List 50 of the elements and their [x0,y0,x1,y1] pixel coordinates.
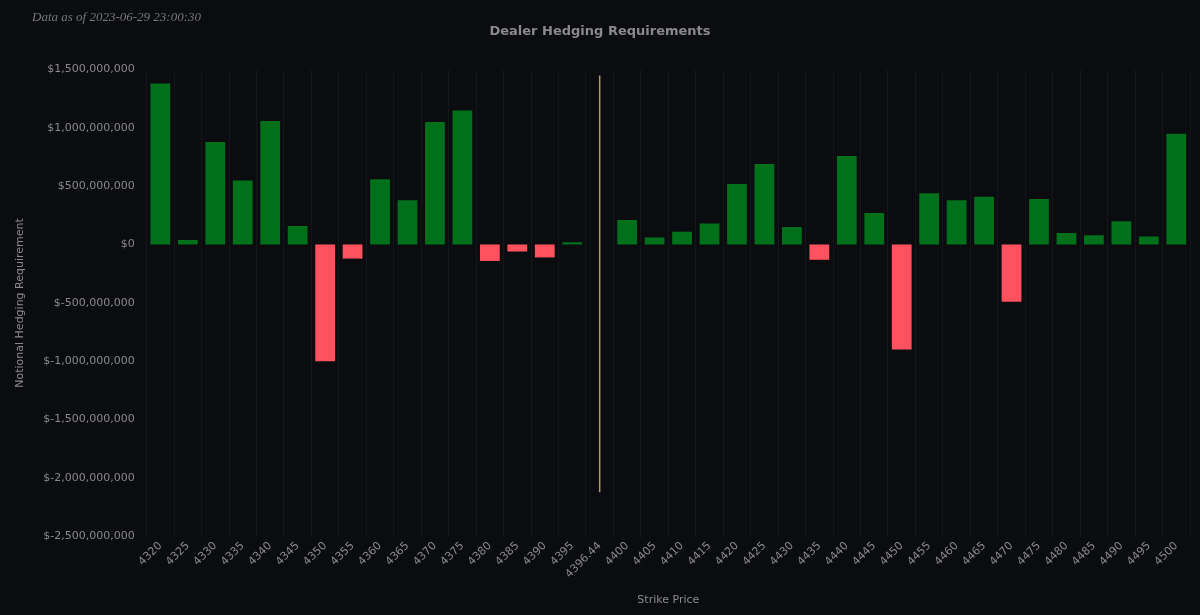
bar [974,196,994,245]
bar [1001,244,1022,302]
y-tick-label: $1,500,000,000 [47,62,135,76]
bar [1029,199,1049,245]
bar [836,155,857,245]
y-tick-label: $-2,500,000,000 [43,529,135,543]
y-tick-label: $0 [120,237,135,251]
y-axis-title: Notional Hedging Requirement [13,217,27,388]
bar [177,239,198,245]
y-tick-label: $1,000,000,000 [47,120,135,134]
bar [644,237,665,245]
bar [205,141,226,245]
bar [754,164,775,245]
bar [1056,232,1077,245]
bar [150,83,171,245]
y-tick-label: $500,000,000 [57,179,135,193]
bar [727,183,747,245]
bar [287,225,308,245]
bar [479,244,500,261]
bar [672,231,692,245]
bar [1166,133,1187,245]
y-tick-label: $-1,000,000,000 [43,354,135,368]
bar [919,193,940,245]
y-tick-label: $-2,000,000,000 [43,470,135,484]
bar [534,244,555,258]
bar [260,120,281,245]
y-tick-label: $-1,500,000,000 [43,412,135,426]
bar [342,244,363,259]
bar [809,244,830,260]
bar [397,200,418,245]
bar [562,242,583,245]
bar [1138,236,1159,245]
bar [507,244,528,252]
bar [864,213,885,245]
bar [946,200,967,245]
bar [370,179,390,245]
bar [452,110,473,245]
bar [891,244,912,350]
bar [232,180,253,245]
bar [1084,235,1104,245]
bar [425,122,445,245]
text: Data as of 2023-06-29 23:00:30 [31,9,202,25]
x-axis-title: Strike Price [637,593,700,607]
bar [315,244,335,362]
chart-title: Dealer Hedging Requirements [489,23,711,39]
bar [617,220,638,245]
bar [781,227,802,245]
bar [699,223,720,245]
bar [1111,221,1132,245]
y-tick-label: $-500,000,000 [53,295,135,309]
